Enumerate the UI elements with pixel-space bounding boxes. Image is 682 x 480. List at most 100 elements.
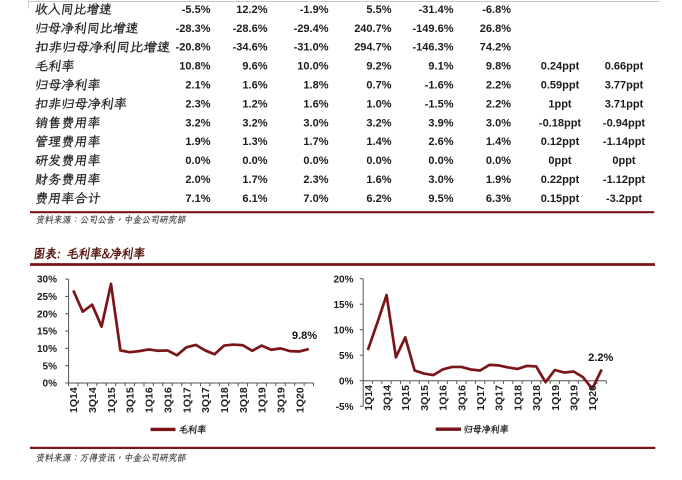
svg-text:0%: 0%	[43, 379, 58, 390]
svg-text:3.2%: 3.2%	[185, 117, 210, 129]
svg-text:1Q19: 1Q19	[550, 385, 562, 411]
svg-text:1Q16: 1Q16	[438, 385, 450, 411]
svg-text:1.0%: 1.0%	[366, 98, 391, 110]
svg-text:3.2%: 3.2%	[242, 117, 267, 129]
svg-text:0.12ppt: 0.12ppt	[541, 136, 580, 148]
svg-text:9.8%: 9.8%	[486, 61, 511, 73]
svg-text:-1.5%: -1.5%	[425, 98, 454, 110]
svg-text:1Q20: 1Q20	[294, 387, 306, 413]
svg-text:1ppt: 1ppt	[548, 98, 572, 110]
svg-text:3Q18: 3Q18	[531, 385, 543, 411]
svg-text:5%: 5%	[43, 361, 58, 372]
svg-text:-1.14ppt: -1.14ppt	[603, 136, 646, 148]
svg-text:0.0%: 0.0%	[486, 155, 511, 167]
svg-text:0.0%: 0.0%	[303, 155, 328, 167]
svg-text:-3.2ppt: -3.2ppt	[606, 193, 642, 205]
svg-text:3.0%: 3.0%	[303, 117, 328, 129]
svg-text:5%: 5%	[339, 351, 354, 362]
svg-text:0ppt: 0ppt	[612, 155, 636, 167]
svg-text:1.4%: 1.4%	[366, 136, 391, 148]
svg-text:20%: 20%	[333, 274, 353, 285]
svg-text:0.22ppt: 0.22ppt	[541, 174, 580, 186]
svg-text:5.5%: 5.5%	[366, 4, 391, 16]
svg-text:0%: 0%	[339, 376, 354, 387]
svg-text:3.9%: 3.9%	[428, 117, 453, 129]
svg-text:-149.6%: -149.6%	[413, 23, 454, 35]
svg-text:240.7%: 240.7%	[354, 23, 392, 35]
svg-text:3Q16: 3Q16	[456, 385, 468, 411]
svg-text:10.0%: 10.0%	[297, 61, 328, 73]
svg-text:2.3%: 2.3%	[185, 98, 210, 110]
svg-text:1Q14: 1Q14	[363, 385, 375, 411]
svg-text:-34.6%: -34.6%	[233, 42, 268, 54]
svg-text:9.5%: 9.5%	[428, 193, 453, 205]
svg-text:-1.6%: -1.6%	[425, 80, 454, 92]
svg-text:3Q19: 3Q19	[568, 385, 580, 411]
svg-text:1.7%: 1.7%	[303, 136, 328, 148]
svg-text:-0.94ppt: -0.94ppt	[603, 117, 646, 129]
svg-text:0.24ppt: 0.24ppt	[541, 61, 580, 73]
svg-text:3.0%: 3.0%	[428, 174, 453, 186]
svg-text:1Q19: 1Q19	[257, 387, 269, 413]
svg-text:6.1%: 6.1%	[242, 193, 267, 205]
svg-text:-28.3%: -28.3%	[176, 23, 211, 35]
svg-text:74.2%: 74.2%	[480, 42, 511, 54]
svg-text:-146.3%: -146.3%	[413, 42, 454, 54]
svg-text:-28.6%: -28.6%	[233, 23, 268, 35]
svg-text:3Q19: 3Q19	[275, 387, 287, 413]
svg-text:30%: 30%	[37, 275, 57, 286]
svg-text:2.1%: 2.1%	[185, 80, 210, 92]
svg-text:12.2%: 12.2%	[236, 4, 267, 16]
svg-text:2.2%: 2.2%	[588, 352, 613, 364]
svg-text:6.3%: 6.3%	[486, 193, 511, 205]
svg-text:1.7%: 1.7%	[242, 174, 267, 186]
svg-text:1Q14: 1Q14	[68, 387, 80, 413]
svg-text:2.3%: 2.3%	[303, 174, 328, 186]
svg-text:3.77ppt: 3.77ppt	[605, 80, 644, 92]
svg-text:3Q14: 3Q14	[87, 387, 99, 413]
svg-text:-29.4%: -29.4%	[294, 23, 329, 35]
svg-text:3.2%: 3.2%	[366, 117, 391, 129]
svg-text:3.0%: 3.0%	[486, 117, 511, 129]
svg-text:2.6%: 2.6%	[428, 136, 453, 148]
svg-text:1.6%: 1.6%	[242, 80, 267, 92]
svg-text:1.9%: 1.9%	[185, 136, 210, 148]
svg-text:-31.4%: -31.4%	[419, 4, 454, 16]
svg-text:9.2%: 9.2%	[366, 61, 391, 73]
svg-text:7.1%: 7.1%	[185, 193, 210, 205]
svg-text:9.1%: 9.1%	[428, 61, 453, 73]
svg-text:-0.18ppt: -0.18ppt	[539, 117, 582, 129]
svg-text:0.0%: 0.0%	[242, 155, 267, 167]
svg-text:1Q18: 1Q18	[219, 387, 231, 413]
svg-text:3Q18: 3Q18	[238, 387, 250, 413]
svg-text:10.8%: 10.8%	[179, 61, 210, 73]
svg-text:26.8%: 26.8%	[480, 23, 511, 35]
svg-text:1Q18: 1Q18	[512, 385, 524, 411]
svg-text:2.2%: 2.2%	[486, 98, 511, 110]
svg-text:1.9%: 1.9%	[486, 174, 511, 186]
svg-text:10%: 10%	[333, 325, 353, 336]
svg-text:-31.0%: -31.0%	[294, 42, 329, 54]
svg-text:3Q17: 3Q17	[494, 385, 506, 411]
svg-text:2.0%: 2.0%	[185, 174, 210, 186]
svg-text:9.6%: 9.6%	[242, 61, 267, 73]
svg-text:7.0%: 7.0%	[303, 193, 328, 205]
svg-text:-5.5%: -5.5%	[182, 4, 211, 16]
svg-text:1Q16: 1Q16	[144, 387, 156, 413]
svg-text:3Q16: 3Q16	[162, 387, 174, 413]
svg-text:0.0%: 0.0%	[428, 155, 453, 167]
svg-text:3Q17: 3Q17	[200, 387, 212, 413]
svg-text:1Q17: 1Q17	[181, 387, 193, 413]
svg-text:1.8%: 1.8%	[303, 80, 328, 92]
svg-text:1Q20: 1Q20	[587, 385, 599, 411]
svg-text:0.0%: 0.0%	[366, 155, 391, 167]
svg-text:0ppt: 0ppt	[548, 155, 572, 167]
svg-text:0.59ppt: 0.59ppt	[541, 80, 580, 92]
svg-text:1Q15: 1Q15	[106, 387, 118, 413]
svg-text:1.6%: 1.6%	[303, 98, 328, 110]
svg-text:294.7%: 294.7%	[354, 42, 392, 54]
svg-text:0.7%: 0.7%	[366, 80, 391, 92]
svg-text:15%: 15%	[333, 300, 353, 311]
svg-text:3.71ppt: 3.71ppt	[605, 98, 644, 110]
svg-text:-1.9%: -1.9%	[300, 4, 329, 16]
